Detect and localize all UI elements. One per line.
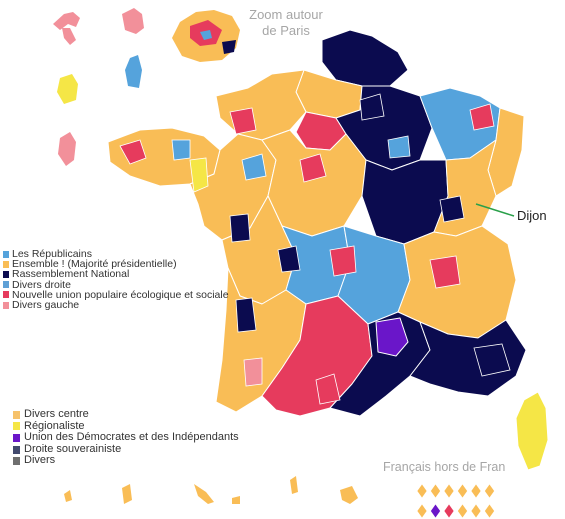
legend-item: Droite souverainiste [13, 442, 239, 456]
legend-item: Divers [13, 455, 239, 467]
legend-swatch [13, 410, 20, 419]
abroad-diamond [430, 503, 441, 519]
abroad-diamond [443, 503, 455, 519]
legend-swatch [3, 271, 9, 278]
nc-shape [62, 28, 76, 45]
legend-label: Régionaliste [24, 419, 85, 432]
legend-item: Divers droite [3, 278, 229, 291]
legend-swatch [13, 457, 20, 466]
abroad-diamond [470, 483, 482, 499]
legend-swatch [3, 250, 9, 258]
abroad-diamond [416, 483, 428, 499]
legend-item: Rassemblement National [3, 268, 229, 281]
mayotte-shape [58, 132, 76, 166]
region-lozere [375, 317, 409, 357]
legend-item: Union des Démocrates et des Indépendants [13, 432, 239, 444]
region-nord [321, 29, 409, 87]
abroad-label: Français hors de Fran [383, 460, 506, 474]
legend-label: Droite souverainiste [24, 442, 122, 455]
legend-label: Union des Démocrates et des Indépendants [24, 431, 239, 444]
legend-swatch [13, 433, 20, 442]
corse-shape [515, 391, 549, 471]
abroad-diamond [484, 483, 495, 499]
legend-label: Divers gauche [12, 299, 80, 312]
region-midi-pyrenees [261, 295, 373, 417]
legend-label: Rassemblement National [12, 268, 130, 281]
abroad-diamond [443, 483, 455, 499]
dijon-pointer [475, 203, 515, 217]
legend-label: Divers [24, 454, 56, 467]
legend-item: Régionaliste [13, 419, 239, 433]
paris-zoom [172, 10, 240, 62]
legend-swatch [3, 291, 9, 299]
mainland-france [107, 29, 527, 417]
reunion-shape [57, 74, 78, 104]
legend-label: Ensemble ! (Majorité présidentielle) [12, 258, 177, 271]
legend-item: Divers centre [13, 408, 239, 421]
region-normandie [215, 69, 307, 141]
dijon-label: Dijon [517, 208, 547, 223]
legend-item: Les Républicains [3, 249, 229, 259]
legend-item: Ensemble ! (Majorité présidentielle) [3, 258, 229, 271]
legend-swatch [3, 301, 9, 309]
legend-label: Nouvelle union populaire écologique et s… [12, 288, 229, 301]
martinique-shape [122, 8, 144, 34]
overseas-territories-top [53, 8, 144, 166]
abroad-diamond [457, 483, 468, 499]
abroad-diamond [430, 483, 441, 499]
legend-label: Divers centre [24, 408, 89, 420]
legend-swatch [3, 281, 9, 289]
guyane-shape [125, 55, 142, 88]
legend-swatch [3, 260, 9, 268]
abroad-diamond [484, 503, 495, 519]
legend-item: Divers gauche [3, 300, 229, 310]
constituency-patches [119, 93, 511, 405]
legend-swatch [13, 445, 20, 454]
overseas-territories-bottom [64, 476, 358, 504]
legend-top: Les Républicains Ensemble ! (Majorité pr… [3, 249, 229, 310]
region-paca [409, 319, 527, 397]
abroad-diamond [416, 503, 428, 519]
legend-label: Les Républicains [12, 248, 92, 260]
guadeloupe-shape [53, 12, 80, 30]
legend-label: Divers droite [12, 278, 71, 291]
legend-bottom: Divers centre Régionaliste Union des Dém… [13, 408, 239, 467]
legend-item: Nouvelle union populaire écologique et s… [3, 288, 229, 301]
abroad-diamond [470, 503, 482, 519]
abroad-diamonds [416, 483, 495, 519]
zoom-paris-label: Zoom autour de Paris [249, 7, 323, 38]
abroad-diamond [457, 503, 468, 519]
legend-swatch [13, 422, 20, 431]
